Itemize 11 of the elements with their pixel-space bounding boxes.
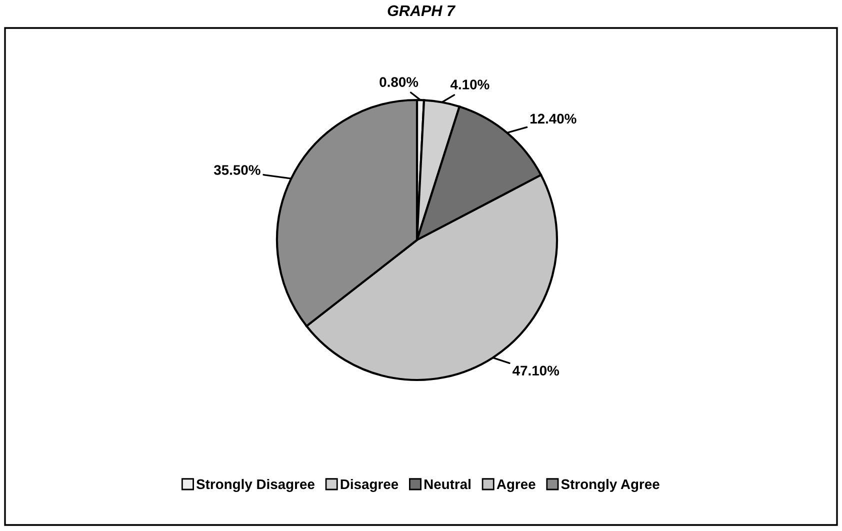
chart-title: GRAPH 7 xyxy=(388,5,456,16)
data-label: 0.80% xyxy=(380,77,418,87)
legend-label: Strongly Disagree xyxy=(196,478,314,492)
legend-label: Strongly Agree xyxy=(561,478,660,492)
data-label: 4.10% xyxy=(450,80,490,90)
legend-label: Agree xyxy=(496,479,536,492)
data-label: 35.50% xyxy=(214,165,260,175)
data-label: 12.40% xyxy=(530,114,576,124)
legend-label: Disagree xyxy=(340,478,398,492)
legend-label: Neutral xyxy=(424,478,470,490)
data-label: 47.10% xyxy=(512,366,560,376)
